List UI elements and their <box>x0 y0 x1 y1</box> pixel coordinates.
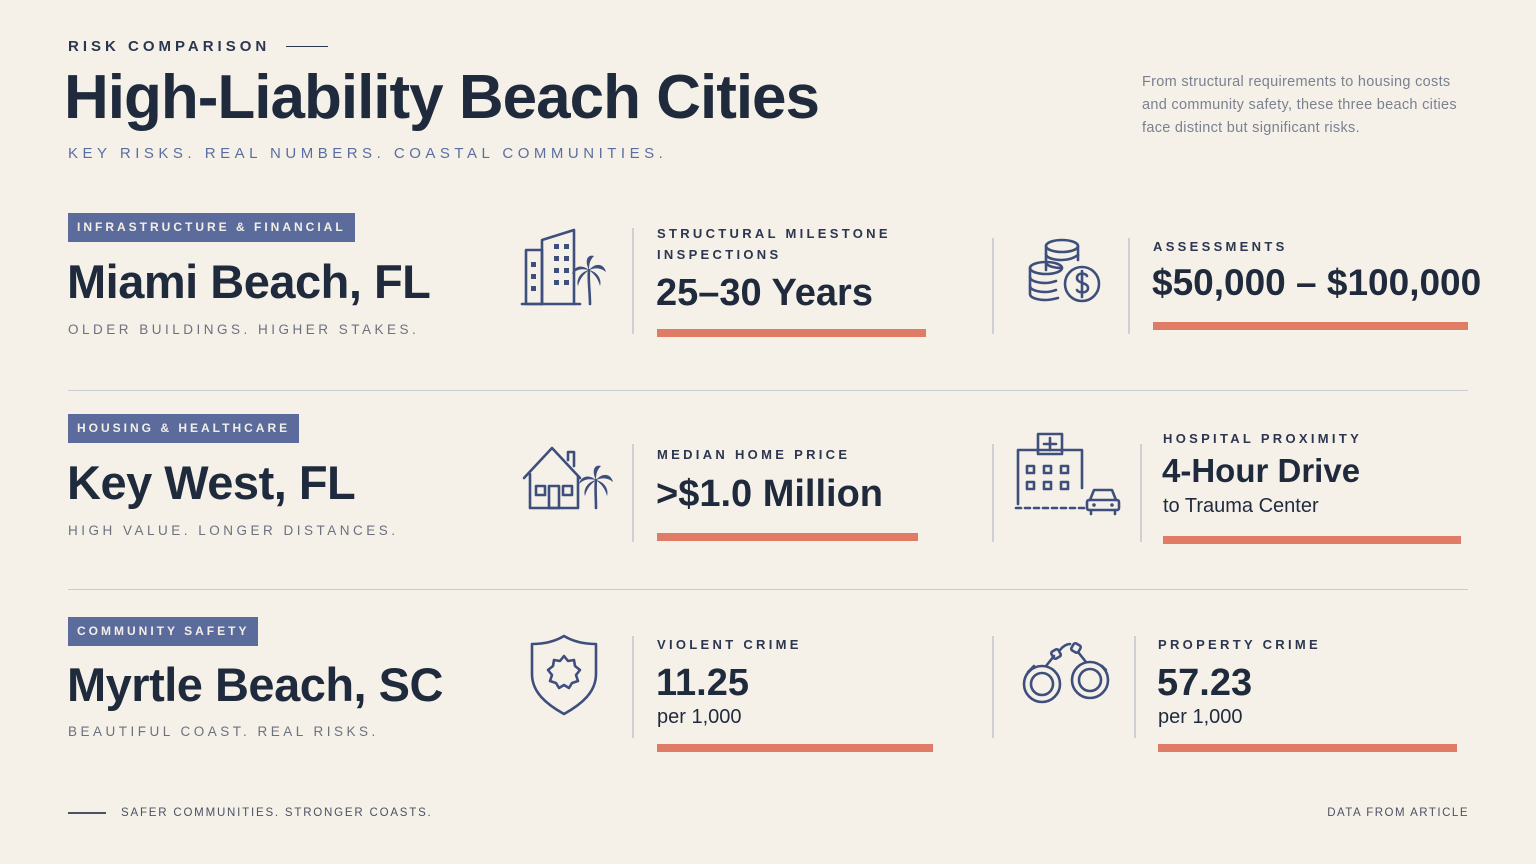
metric-bar <box>657 533 918 541</box>
metric-value: >$1.0 Million <box>656 473 884 515</box>
divider <box>1140 444 1142 542</box>
city-tagline: BEAUTIFUL COAST. REAL RISKS. <box>68 724 379 739</box>
city-name: Myrtle Beach, SC <box>67 658 443 711</box>
metric-unit: to Trauma Center <box>1163 495 1319 517</box>
coins-dollar-icon <box>1020 230 1120 320</box>
metric-value: 57.23 <box>1157 662 1253 704</box>
row-tag: INFRASTRUCTURE & FINANCIAL <box>68 213 355 242</box>
eyebrow: RISK COMPARISON <box>68 38 329 55</box>
row-tag: HOUSING & HEALTHCARE <box>68 414 300 443</box>
footer-dash <box>68 812 106 814</box>
handcuffs-icon <box>1016 630 1116 720</box>
intro-text: From structural requirements to housing … <box>1142 74 1457 136</box>
metric-bar <box>1153 322 1468 330</box>
metric-label: PROPERTY CRIME <box>1158 637 1321 652</box>
metric-label: MEDIAN HOME PRICE <box>657 447 851 462</box>
divider <box>632 636 634 738</box>
metric-bar <box>657 744 933 752</box>
city-name: Miami Beach, FL <box>67 255 431 308</box>
city-name: Key West, FL <box>67 456 356 509</box>
divider <box>992 636 994 738</box>
city-tagline: HIGH VALUE. LONGER DISTANCES. <box>68 523 399 538</box>
metric-value: 4-Hour Drive <box>1162 452 1361 489</box>
metric-unit: per 1,000 <box>657 706 742 728</box>
divider <box>1128 238 1130 334</box>
metric-label: VIOLENT CRIME <box>657 637 802 652</box>
divider <box>632 444 634 542</box>
row-tag: COMMUNITY SAFETY <box>68 617 259 646</box>
divider <box>632 228 634 334</box>
metric-label: HOSPITAL PROXIMITY <box>1163 431 1363 446</box>
row-divider <box>68 390 1468 391</box>
page-subtitle: KEY RISKS. REAL NUMBERS. COASTAL COMMUNI… <box>68 145 668 162</box>
metric-value: 25–30 Years <box>656 272 873 314</box>
eyebrow-text: RISK COMPARISON <box>68 38 271 55</box>
footer-source: DATA FROM ARTICLE <box>1327 807 1469 819</box>
metric-unit: per 1,000 <box>1158 706 1243 728</box>
row-divider <box>68 589 1468 590</box>
metric-value: 11.25 <box>656 662 749 704</box>
house-palm-icon <box>518 436 618 526</box>
page-title: High-Liability Beach Cities <box>64 63 820 132</box>
metric-label: ASSESSMENTS <box>1153 239 1288 254</box>
city-tagline: OLDER BUILDINGS. HIGHER STAKES. <box>68 322 420 337</box>
eyebrow-dash <box>286 45 329 48</box>
footer-tagline: SAFER COMMUNITIES. STRONGER COASTS. <box>68 807 433 819</box>
metric-bar <box>1163 536 1461 544</box>
metric-label: STRUCTURAL MILESTONE INSPECTIONS <box>657 226 891 262</box>
metric-bar <box>1158 744 1457 752</box>
divider <box>992 238 994 334</box>
divider <box>992 444 994 542</box>
divider <box>1134 636 1136 738</box>
hospital-car-icon <box>1010 428 1121 518</box>
shield-badge-icon <box>520 628 620 718</box>
metric-bar <box>657 329 926 337</box>
footer-left-text: SAFER COMMUNITIES. STRONGER COASTS. <box>121 807 433 819</box>
building-palm-icon <box>518 222 618 312</box>
metric-value: $50,000 – $100,000 <box>1152 262 1482 303</box>
